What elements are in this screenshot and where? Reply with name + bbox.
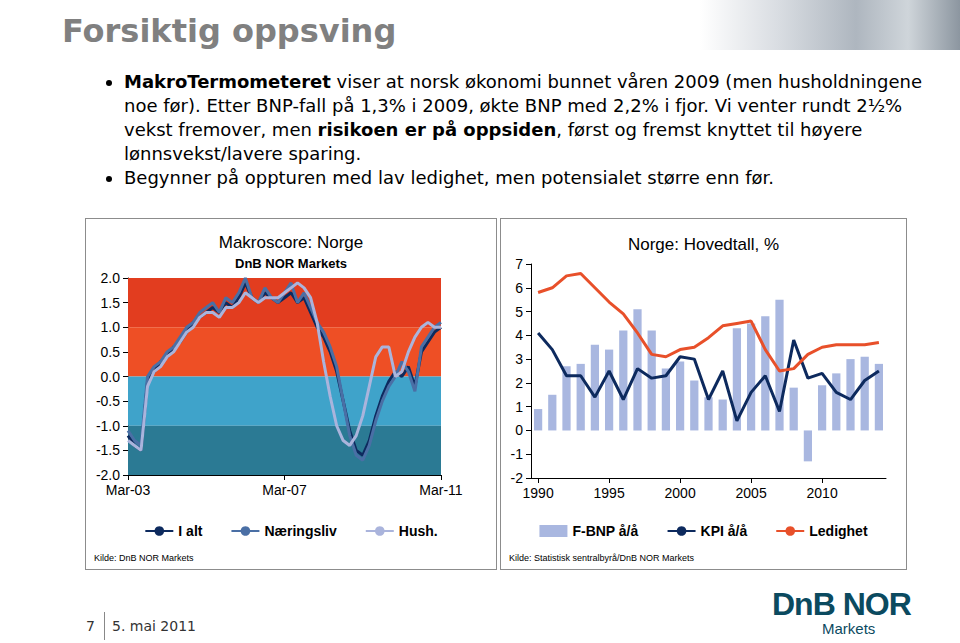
- svg-text:-0.5: -0.5: [96, 393, 120, 409]
- svg-text:DnB NOR Markets: DnB NOR Markets: [235, 256, 347, 271]
- svg-text:0.0: 0.0: [101, 369, 121, 385]
- svg-text:Ledighet: Ledighet: [809, 523, 868, 539]
- html-text:5. mai 2011: 5. mai 2011: [112, 618, 196, 634]
- svg-text:6: 6: [515, 280, 523, 296]
- svg-text:-1: -1: [511, 446, 524, 462]
- svg-text:1.0: 1.0: [101, 319, 121, 335]
- svg-text:4: 4: [515, 327, 523, 343]
- svg-text:0.5: 0.5: [101, 344, 121, 360]
- svg-text:1: 1: [515, 399, 523, 415]
- html-text:DnB NOR: DnB NOR: [772, 586, 911, 622]
- svg-text:3: 3: [515, 351, 523, 367]
- svg-text:Mar-03: Mar-03: [106, 482, 151, 498]
- html-text:7: 7: [86, 618, 95, 634]
- html-text:Markets: Markets: [822, 620, 876, 637]
- svg-text:-1.0: -1.0: [96, 418, 120, 434]
- svg-text:2010: 2010: [807, 485, 838, 501]
- svg-text:-1.5: -1.5: [96, 442, 120, 458]
- svg-text:Makroscore: Norge: Makroscore: Norge: [219, 233, 364, 252]
- svg-text:-2.0: -2.0: [96, 467, 120, 483]
- html-text:Begynner på oppturen med lav l: Begynner på oppturen med lav ledighet, m…: [124, 167, 775, 188]
- svg-text:2005: 2005: [736, 485, 767, 501]
- svg-text:KPI å/å: KPI å/å: [701, 523, 748, 539]
- html-text:Forsiktig oppsving: Forsiktig oppsving: [62, 12, 397, 50]
- svg-text:5: 5: [515, 304, 523, 320]
- svg-text:0: 0: [515, 422, 523, 438]
- svg-text:1.5: 1.5: [101, 295, 121, 311]
- svg-text:Norge: Hovedtall, %: Norge: Hovedtall, %: [628, 235, 779, 254]
- svg-text:2.0: 2.0: [101, 270, 121, 286]
- svg-text:I alt: I alt: [178, 523, 202, 539]
- html-text:Kilde: DnB NOR Markets: Kilde: DnB NOR Markets: [94, 553, 194, 563]
- html-text:MakroTermometeret viser at nor: MakroTermometeret viser at norsk økonomi…: [124, 71, 922, 164]
- svg-text:7: 7: [515, 256, 523, 272]
- svg-text:Næringsliv: Næringsliv: [264, 523, 337, 539]
- svg-text:Mar-07: Mar-07: [262, 482, 307, 498]
- svg-text:Mar-11: Mar-11: [419, 482, 463, 498]
- svg-text:1995: 1995: [594, 485, 625, 501]
- svg-text:1990: 1990: [523, 485, 554, 501]
- html-text:Kilde: Statistisk sentralbyrå/: Kilde: Statistisk sentralbyrå/DnB NOR Ma…: [509, 553, 695, 563]
- svg-text:F-BNP å/å: F-BNP å/å: [572, 523, 638, 539]
- svg-text:2000: 2000: [665, 485, 696, 501]
- svg-text:Hush.: Hush.: [399, 523, 438, 539]
- svg-text:-2: -2: [511, 470, 524, 486]
- svg-text:2: 2: [515, 375, 523, 391]
